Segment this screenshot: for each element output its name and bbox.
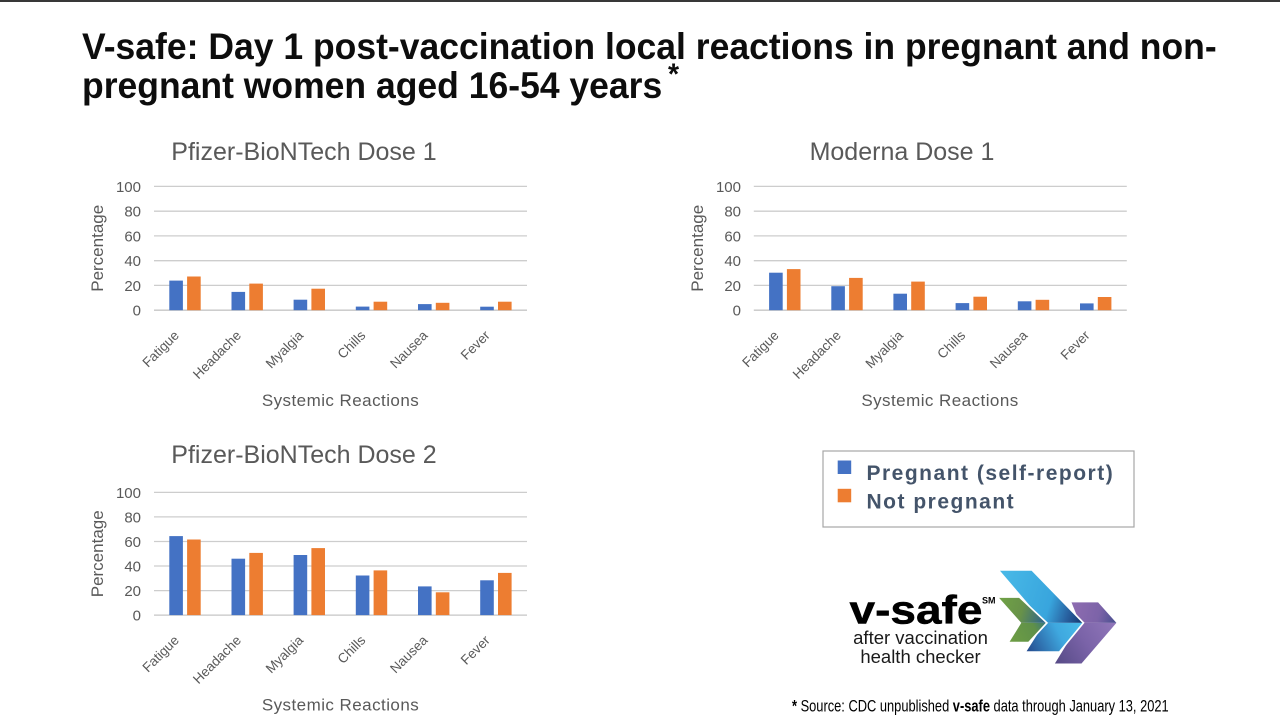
svg-text:Myalgia: Myalgia [263, 327, 307, 371]
svg-text:Fatigue: Fatigue [139, 328, 181, 370]
svg-text:60: 60 [124, 534, 141, 551]
svg-text:40: 40 [124, 558, 141, 575]
svg-text:Fever: Fever [1058, 327, 1093, 362]
svg-text:100: 100 [116, 179, 141, 196]
svg-text:Chills: Chills [934, 328, 968, 362]
svg-text:Percentage: Percentage [88, 205, 107, 292]
svg-text:Headache: Headache [790, 328, 844, 382]
svg-text:Systemic Reactions: Systemic Reactions [861, 391, 1018, 410]
svg-text:after vaccination: after vaccination [853, 627, 988, 648]
svg-text:Systemic Reactions: Systemic Reactions [262, 696, 419, 715]
svg-text:Fatigue: Fatigue [739, 328, 781, 370]
svg-text:Headache: Headache [190, 633, 244, 687]
svg-text:Percentage: Percentage [688, 205, 707, 292]
svg-text:20: 20 [724, 278, 741, 295]
svg-text:20: 20 [124, 583, 141, 600]
svg-text:Pregnant (self-report): Pregnant (self-report) [867, 462, 1115, 485]
svg-text:Systemic Reactions: Systemic Reactions [262, 391, 419, 410]
svg-text:100: 100 [116, 485, 141, 502]
svg-text:40: 40 [724, 253, 741, 270]
svg-text:Headache: Headache [190, 328, 244, 382]
svg-text:80: 80 [124, 204, 141, 221]
svg-text:0: 0 [733, 303, 741, 320]
svg-text:100: 100 [716, 179, 741, 196]
svg-text:Fatigue: Fatigue [139, 633, 181, 675]
svg-text:Pfizer-BioNTech Dose 2: Pfizer-BioNTech Dose 2 [171, 441, 436, 469]
svg-text:Chills: Chills [334, 632, 368, 666]
svg-text:SM: SM [982, 596, 996, 606]
svg-text:Moderna Dose 1: Moderna Dose 1 [810, 138, 995, 166]
svg-text:Percentage: Percentage [88, 510, 107, 597]
svg-text:60: 60 [124, 228, 141, 245]
svg-text:Myalgia: Myalgia [263, 632, 307, 676]
svg-text:40: 40 [124, 253, 141, 270]
svg-text:* Source: CDC unpublished v-sa: * Source: CDC unpublished v-safe data th… [792, 698, 1169, 716]
svg-text:Nausea: Nausea [987, 327, 1031, 371]
svg-text:60: 60 [724, 228, 741, 245]
svg-text:Fever: Fever [458, 327, 493, 362]
svg-text:Myalgia: Myalgia [863, 327, 907, 371]
svg-text:health checker: health checker [860, 646, 980, 667]
svg-text:Fever: Fever [458, 632, 493, 667]
svg-text:Nausea: Nausea [387, 327, 431, 371]
svg-text:80: 80 [724, 204, 741, 221]
svg-text:v-safe: v-safe [850, 588, 983, 633]
svg-text:Chills: Chills [334, 328, 368, 362]
svg-text:Nausea: Nausea [387, 632, 431, 676]
svg-text:0: 0 [133, 608, 141, 625]
svg-text:0: 0 [133, 303, 141, 320]
svg-text:Not pregnant: Not pregnant [867, 491, 1016, 514]
svg-text:Pfizer-BioNTech Dose 1: Pfizer-BioNTech Dose 1 [171, 138, 436, 166]
svg-text:20: 20 [124, 278, 141, 295]
svg-text:80: 80 [124, 509, 141, 526]
